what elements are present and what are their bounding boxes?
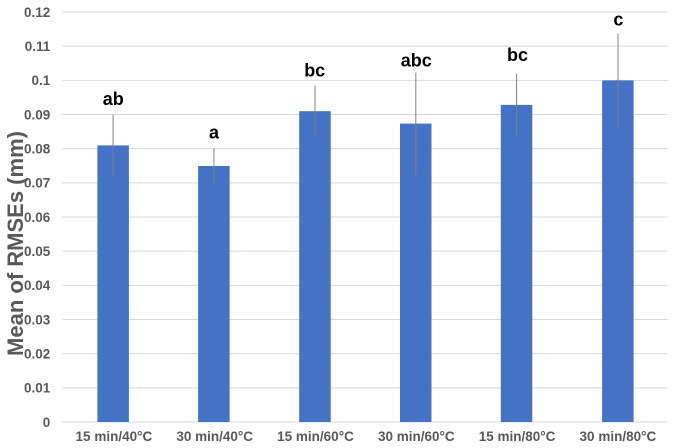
svg-text:0.12: 0.12: [24, 5, 50, 20]
svg-text:abc: abc: [401, 50, 432, 70]
svg-text:a: a: [209, 123, 220, 143]
svg-text:0.09: 0.09: [24, 107, 50, 122]
svg-text:ab: ab: [103, 89, 124, 109]
svg-text:0.05: 0.05: [24, 244, 51, 259]
svg-text:0.02: 0.02: [24, 347, 50, 362]
svg-text:30 min/80°C: 30 min/80°C: [580, 429, 657, 444]
svg-text:0.1: 0.1: [32, 73, 51, 88]
svg-text:0.03: 0.03: [24, 312, 51, 327]
svg-text:30 min/40°C: 30 min/40°C: [176, 429, 253, 444]
svg-text:15 min/80°C: 15 min/80°C: [479, 429, 556, 444]
svg-text:0.04: 0.04: [24, 278, 51, 293]
svg-text:30 min/60°C: 30 min/60°C: [378, 429, 455, 444]
svg-text:Mean of RMSEs (mm): Mean of RMSEs (mm): [3, 131, 28, 356]
svg-text:15 min/40°C: 15 min/40°C: [76, 429, 153, 444]
svg-text:c: c: [613, 9, 623, 29]
svg-text:bc: bc: [304, 60, 325, 80]
svg-text:0.07: 0.07: [24, 176, 50, 191]
svg-text:0.08: 0.08: [24, 142, 51, 157]
svg-text:0.01: 0.01: [24, 381, 51, 396]
svg-text:15 min/60°C: 15 min/60°C: [277, 429, 354, 444]
svg-text:0.06: 0.06: [24, 210, 51, 225]
svg-text:0: 0: [43, 415, 51, 430]
svg-text:bc: bc: [507, 45, 528, 65]
svg-text:0.11: 0.11: [25, 39, 51, 54]
